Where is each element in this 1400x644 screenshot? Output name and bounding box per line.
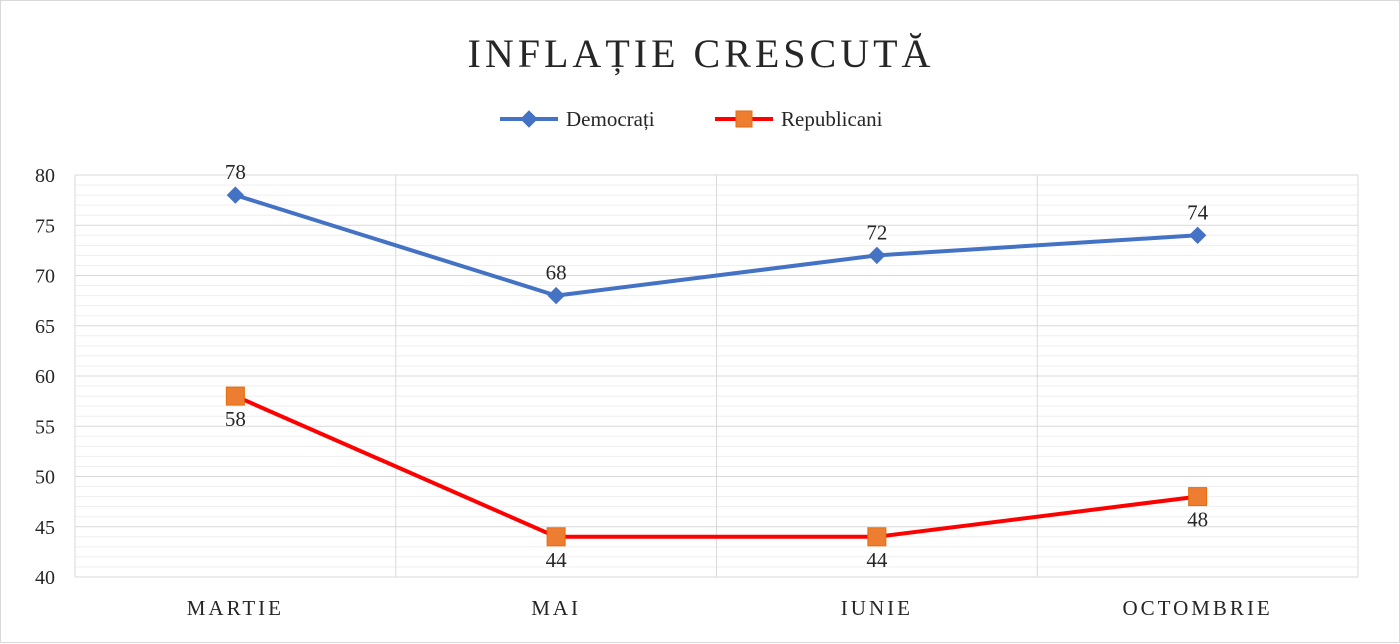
y-tick-label: 80 [35,165,55,187]
data-label: 68 [546,261,567,285]
x-axis-ticks: MARTIE MAI IUNIE OCTOMBRIE [187,596,1272,620]
y-tick-label: 65 [35,316,55,338]
data-label: 58 [225,407,246,431]
y-tick-label: 50 [35,467,55,489]
y-tick-label: 55 [35,416,55,438]
data-label: 78 [225,160,246,184]
legend: Democrați Republicani [500,107,883,131]
series-line [234,193,1198,298]
data-point [546,527,566,547]
data-point [1188,487,1208,507]
major-gridlines [74,174,1359,578]
data-label: 44 [546,548,568,572]
data-point [225,386,245,406]
y-tick-label: 40 [35,567,55,589]
y-axis-ticks: 40 45 50 55 60 65 70 75 80 [35,165,55,589]
x-tick-label: OCTOMBRIE [1122,596,1272,620]
x-tick-label: MAI [531,596,581,620]
y-tick-label: 75 [35,215,55,237]
data-label: 72 [866,220,887,244]
legend-label: Republicani [781,107,883,131]
series-layer: 78 68 72 74 58 44 44 48 [225,160,1209,572]
y-tick-label: 45 [35,517,55,539]
data-point [867,527,887,547]
data-label: 44 [866,548,888,572]
y-tick-label: 60 [35,366,55,388]
legend-label: Democrați [566,107,655,131]
chart-title: INFLAȚIE CRESCUTĂ [468,31,935,76]
legend-marker [520,110,538,128]
series-line [234,394,1198,539]
data-point [868,246,886,265]
data-point [226,186,245,204]
legend-marker [735,110,753,128]
data-label: 74 [1187,200,1209,224]
data-point [547,286,565,305]
y-tick-label: 70 [35,266,55,288]
x-tick-label: MARTIE [187,596,284,620]
data-point [1188,226,1207,245]
data-label: 48 [1187,508,1208,532]
x-tick-label: IUNIE [841,596,913,620]
